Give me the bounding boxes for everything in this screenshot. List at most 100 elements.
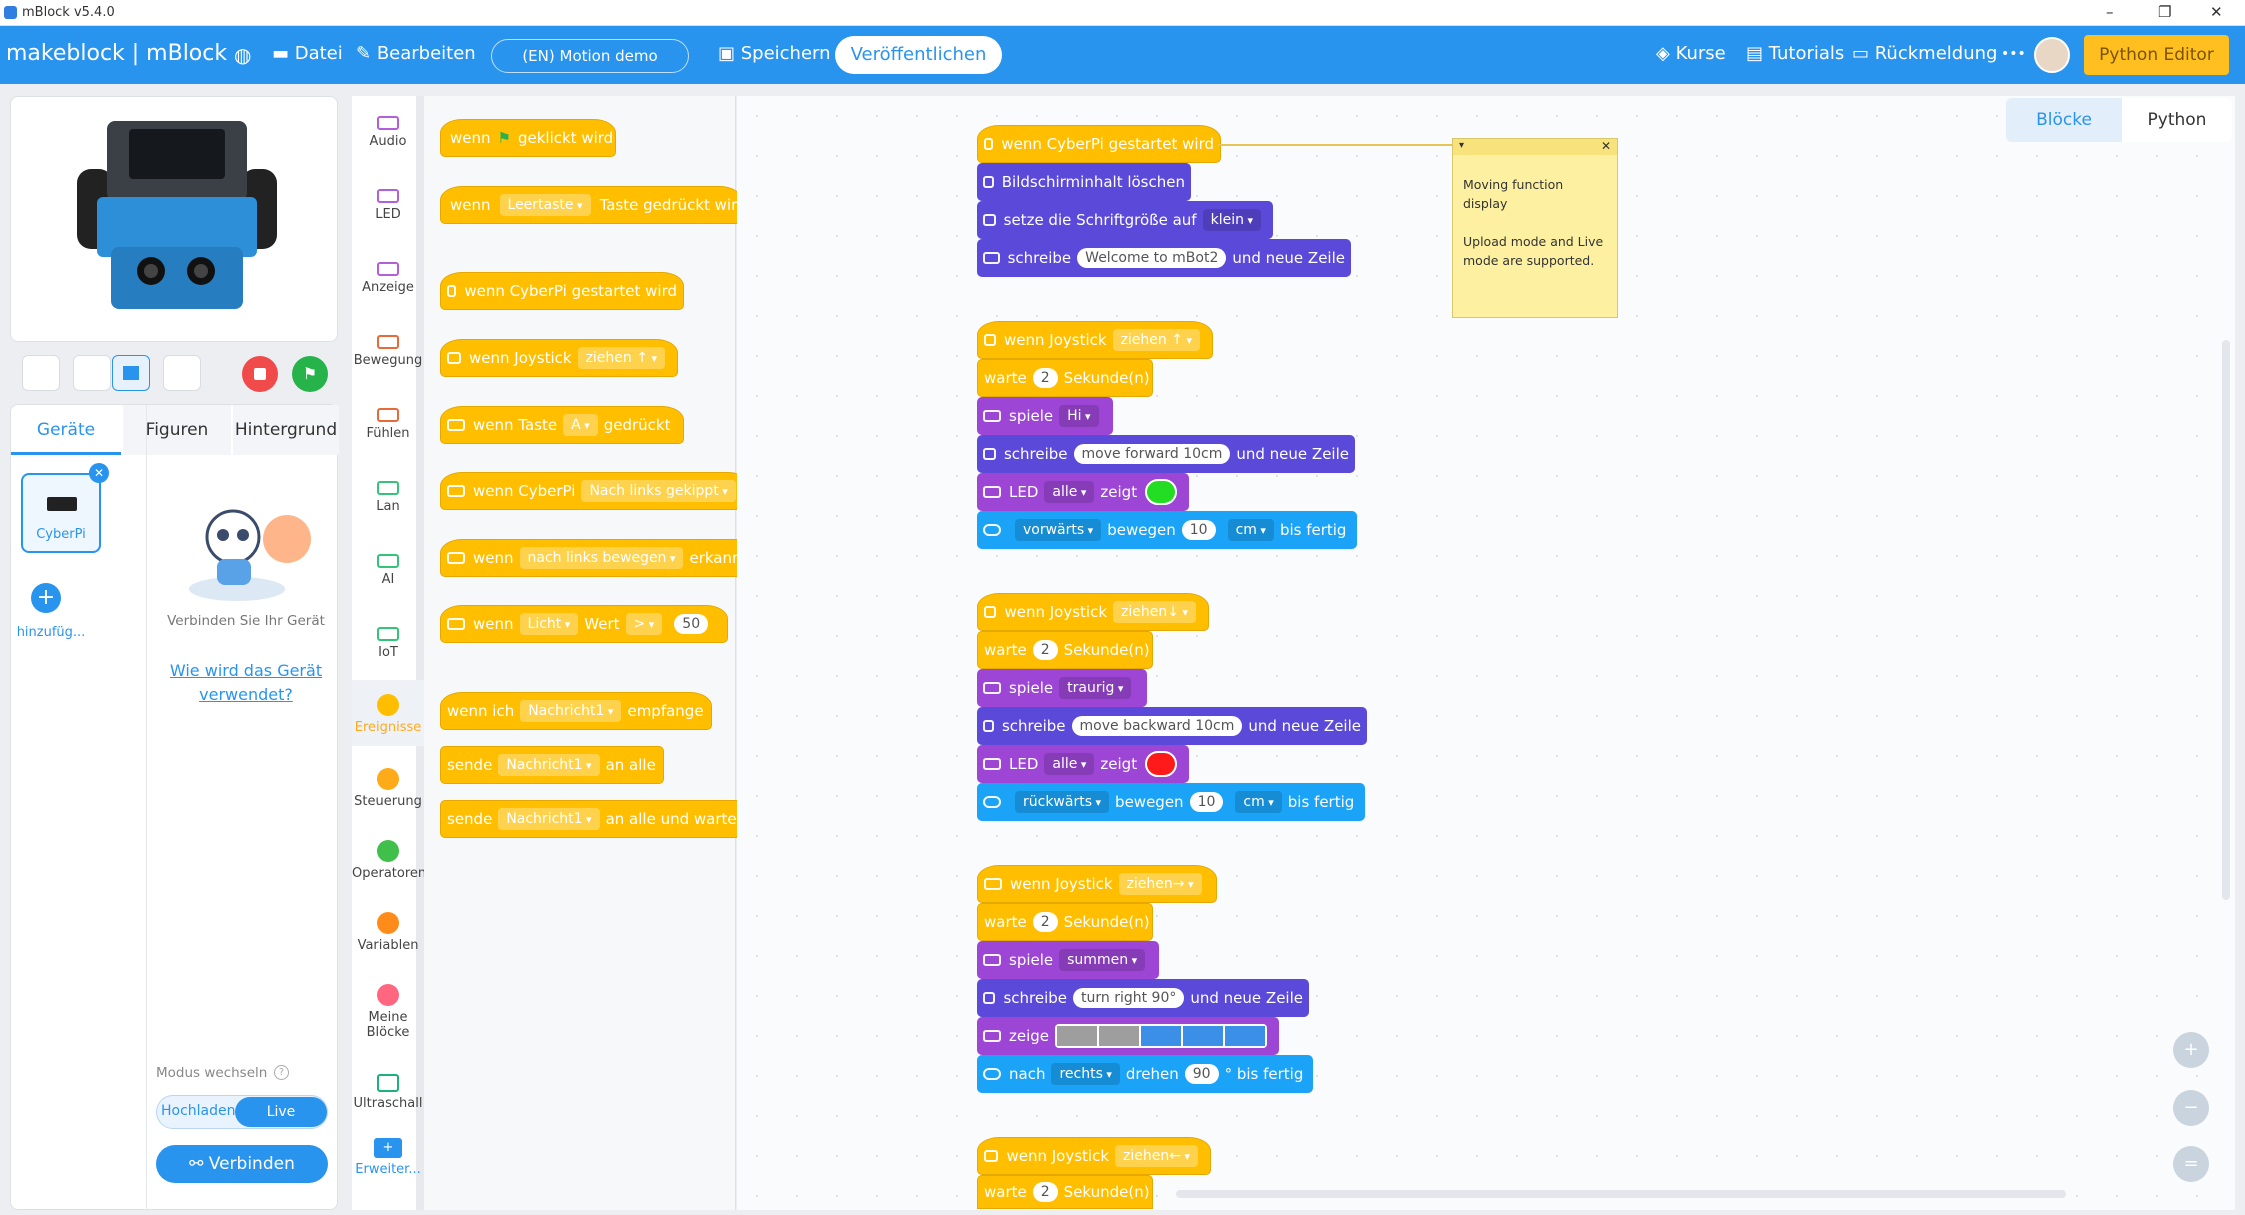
when-cyberpi-starts-block[interactable]: wenn CyberPi gestartet wird: [977, 125, 1221, 163]
joystick-dropdown[interactable]: ziehen↓: [1113, 601, 1196, 623]
add-device-label[interactable]: hinzufüg...: [16, 625, 86, 640]
value-input[interactable]: 50: [674, 614, 709, 634]
project-name-input[interactable]: (EN) Motion demo: [491, 39, 689, 73]
clear-screen-block[interactable]: Bildschirminhalt löschen: [977, 163, 1191, 201]
close-note-icon[interactable]: ✕: [1601, 139, 1612, 153]
menu-edit[interactable]: ✎ Bearbeiten: [356, 43, 476, 64]
joystick-dropdown[interactable]: ziehen ↑: [1112, 329, 1200, 351]
sound-dropdown[interactable]: summen: [1059, 949, 1146, 971]
minimize-button[interactable]: –: [2106, 3, 2114, 21]
mode-live[interactable]: Live: [235, 1097, 327, 1127]
how-to-link-2[interactable]: verwendet?: [199, 685, 293, 704]
sensor-dropdown[interactable]: Licht: [519, 613, 579, 635]
font-size-dropdown[interactable]: klein: [1202, 209, 1261, 231]
palette-when-tilted[interactable]: wenn CyberPi Nach links gekippt: [440, 472, 750, 510]
category-variables[interactable]: Variablen: [352, 912, 424, 956]
when-joystick-right-block[interactable]: wenn Joystick ziehen→: [977, 865, 1217, 903]
category-operators[interactable]: Operatoren: [352, 840, 424, 884]
category-lan[interactable]: Lan: [352, 481, 424, 514]
zoom-reset-button[interactable]: =: [2173, 1146, 2209, 1182]
save-button[interactable]: ▣ Speichern: [718, 43, 831, 64]
vertical-scrollbar[interactable]: [2222, 340, 2230, 900]
print-block[interactable]: schreibe Welcome to mBot2 und neue Zeile: [977, 239, 1351, 277]
joystick-dropdown[interactable]: ziehen→: [1118, 873, 1202, 895]
category-my-blocks[interactable]: Meine Blöcke: [352, 984, 424, 1040]
category-display[interactable]: Anzeige: [352, 262, 424, 295]
unit-dropdown[interactable]: cm: [1227, 519, 1274, 541]
palette-when-flag-clicked[interactable]: wenn ⚑ geklickt wird: [440, 119, 616, 157]
feedback-link[interactable]: ▭ Rückmeldung: [1852, 43, 1997, 64]
horizontal-scrollbar[interactable]: [1176, 1190, 2066, 1198]
comment-note[interactable]: ▾ ✕ Moving function display Upload mode an…: [1452, 138, 1618, 318]
connect-button[interactable]: ⚯ Verbinden: [156, 1145, 328, 1183]
print-block[interactable]: schreibe move forward 10cm und neue Zeile: [977, 435, 1355, 473]
stop-button[interactable]: [242, 356, 278, 392]
palette-when-key-pressed[interactable]: wenn Leertaste Taste gedrückt wird: [440, 186, 747, 224]
turn-block[interactable]: nach rechts drehen 90 ° bis fertig: [977, 1055, 1313, 1093]
seconds-input[interactable]: 2: [1032, 368, 1058, 388]
palette-when-receive[interactable]: wenn ich Nachricht1 empfange: [440, 692, 712, 730]
tutorials-link[interactable]: ▤ Tutorials: [1746, 43, 1844, 64]
joystick-dropdown[interactable]: ziehen←: [1115, 1145, 1198, 1167]
direction-dropdown[interactable]: vorwärts: [1015, 519, 1102, 541]
category-ai[interactable]: AI: [352, 554, 424, 587]
collapse-icon[interactable]: ▾: [1459, 140, 1465, 151]
category-sensing[interactable]: Fühlen: [352, 408, 424, 441]
led-pattern-picker[interactable]: [1055, 1024, 1268, 1048]
text-input[interactable]: turn right 90°: [1073, 988, 1185, 1008]
tab-sprites[interactable]: Figuren: [123, 405, 231, 455]
turn-direction-dropdown[interactable]: rechts: [1051, 1063, 1120, 1085]
palette-when-motion[interactable]: wenn nach links bewegen erkannt: [440, 539, 760, 577]
seconds-input[interactable]: 2: [1032, 1182, 1058, 1202]
palette-when-sensor-value[interactable]: wenn Licht Wert >50: [440, 605, 728, 643]
zoom-out-button[interactable]: −: [2173, 1090, 2209, 1126]
category-motion[interactable]: Bewegung: [352, 335, 424, 377]
direction-dropdown[interactable]: rückwärts: [1015, 791, 1110, 813]
palette-when-button[interactable]: wenn Taste Agedrückt: [440, 406, 684, 444]
mode-toggle[interactable]: Hochladen Live: [156, 1095, 328, 1129]
led-show-color-block[interactable]: LED alle zeigt: [977, 745, 1189, 783]
courses-link[interactable]: ◈ Kurse: [1656, 43, 1726, 64]
tab-backdrop[interactable]: Hintergrund: [233, 405, 339, 455]
seconds-input[interactable]: 2: [1032, 912, 1058, 932]
wait-block[interactable]: warte 2 Sekunde(n): [977, 903, 1153, 941]
when-joystick-up-block[interactable]: wenn Joystick ziehen ↑: [977, 321, 1213, 359]
distance-input[interactable]: 10: [1189, 792, 1224, 812]
set-font-size-block[interactable]: setze die Schriftgröße auf klein: [977, 201, 1273, 239]
message-dropdown[interactable]: Nachricht1: [498, 808, 600, 830]
tab-devices[interactable]: Geräte: [11, 405, 121, 455]
key-dropdown[interactable]: Leertaste: [499, 194, 591, 216]
normal-stage-button[interactable]: [112, 355, 150, 391]
play-sound-block[interactable]: spiele traurig: [977, 669, 1147, 707]
tab-python[interactable]: Python: [2122, 98, 2232, 142]
tab-blocks[interactable]: Blöcke: [2006, 98, 2122, 142]
wait-block[interactable]: warte 2 Sekunde(n): [977, 359, 1153, 397]
unit-dropdown[interactable]: cm: [1235, 791, 1282, 813]
led-dropdown[interactable]: alle: [1044, 481, 1095, 503]
move-backward-block[interactable]: rückwärts bewegen 10 cm bis fertig: [977, 783, 1365, 821]
play-sound-block[interactable]: spiele summen: [977, 941, 1159, 979]
category-scrollbar[interactable]: [416, 96, 424, 1210]
globe-icon[interactable]: ◍: [234, 43, 252, 67]
how-to-link-1[interactable]: Wie wird das Gerät: [169, 661, 323, 680]
wait-block[interactable]: warte 2 Sekunde(n): [977, 631, 1153, 669]
category-led[interactable]: LED: [352, 189, 424, 222]
menu-file[interactable]: ▬ Datei: [272, 43, 343, 64]
small-stage-button[interactable]: [73, 355, 111, 391]
grid-view-button[interactable]: [163, 355, 201, 391]
distance-input[interactable]: 10: [1181, 520, 1216, 540]
category-extensions[interactable]: + Erweiter...: [352, 1138, 424, 1177]
message-dropdown[interactable]: Nachricht1: [498, 754, 600, 776]
category-events[interactable]: Ereignisse: [352, 680, 424, 746]
maximize-button[interactable]: ❐: [2158, 3, 2172, 21]
color-swatch[interactable]: [1145, 479, 1178, 505]
category-ultrasonic[interactable]: Ultraschall: [352, 1074, 424, 1118]
zoom-in-button[interactable]: +: [2173, 1032, 2209, 1068]
wait-block[interactable]: warte 2 Sekunde(n): [977, 1175, 1153, 1209]
more-menu-button[interactable]: •••: [2001, 46, 2026, 62]
led-show-color-block[interactable]: LED alle zeigt: [977, 473, 1189, 511]
button-dropdown[interactable]: A: [563, 414, 598, 436]
led-dropdown[interactable]: alle: [1044, 753, 1095, 775]
joystick-dropdown[interactable]: ziehen ↑: [577, 347, 665, 369]
move-forward-block[interactable]: vorwärts bewegen 10 cm bis fertig: [977, 511, 1357, 549]
